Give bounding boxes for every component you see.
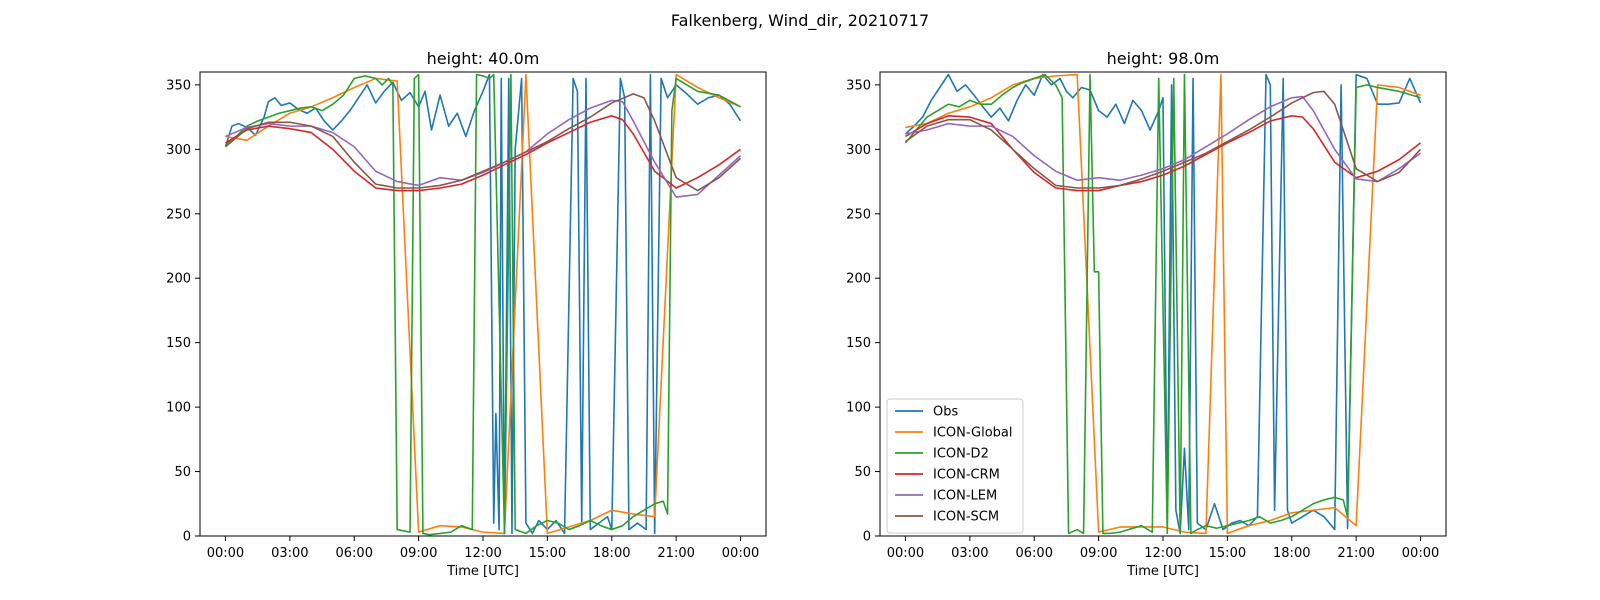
- y-tick-label: 350: [846, 78, 871, 93]
- subplot-title: height: 98.0m: [1107, 49, 1220, 68]
- x-tick-label: 00:00: [887, 546, 924, 561]
- x-tick-label: 21:00: [657, 546, 694, 561]
- x-tick-label: 09:00: [1080, 546, 1117, 561]
- legend: Obs ICON-Global ICON-D2 ICON-CRM ICON-LEM ICO…: [886, 398, 1024, 534]
- x-tick-label: 03:00: [271, 546, 308, 561]
- x-tick-label: 18:00: [593, 546, 630, 561]
- legend-entry: ICON-CRM: [933, 468, 1000, 483]
- x-tick-label: 09:00: [400, 546, 437, 561]
- y-tick-label: 100: [166, 401, 191, 416]
- x-axis-label: Time [UTC]: [446, 564, 519, 579]
- y-tick-label: 0: [863, 530, 871, 545]
- subplot-title: height: 40.0m: [427, 49, 540, 68]
- x-tick-label: 12:00: [1144, 546, 1181, 561]
- legend-entry: ICON-Global: [933, 426, 1013, 441]
- x-tick-label: 00:00: [722, 546, 759, 561]
- y-tick-label: 250: [166, 207, 191, 222]
- series-group: [904, 73, 1422, 535]
- y-tick-label: 300: [846, 143, 871, 158]
- legend-entry: ICON-SCM: [933, 510, 999, 525]
- subplot-2: 0 50 100 150 200 250 300 350 00:00 03:00 06:00 09:0…: [846, 49, 1447, 579]
- series-group: [224, 73, 742, 536]
- legend-entry: ICON-D2: [933, 447, 989, 462]
- series-line-icon-crm: [225, 115, 741, 192]
- series-line-icon-d2: [904, 73, 1421, 535]
- y-tick-label: 350: [166, 78, 191, 93]
- x-tick-label: 12:00: [464, 546, 501, 561]
- subplot-1: 0 50 100 150 200 250 300 350 00:00 03:00 06:00 09:0…: [166, 49, 767, 579]
- x-tick-label: 03:00: [951, 546, 988, 561]
- legend-entry: ICON-LEM: [933, 489, 997, 504]
- x-tick-label: 00:00: [207, 546, 244, 561]
- y-tick-label: 200: [166, 272, 191, 287]
- legend-entry: Obs: [933, 405, 958, 420]
- series-line-obs: [904, 73, 1422, 535]
- series-line-icon-scm: [224, 93, 742, 192]
- series-line-icon-d2: [224, 73, 741, 536]
- x-tick-label: 18:00: [1273, 546, 1310, 561]
- y-tick-label: 0: [183, 530, 191, 545]
- axes-frame: [199, 71, 767, 537]
- series-line-icon-scm: [905, 90, 1422, 189]
- y-tick-label: 50: [854, 465, 871, 480]
- series-line-icon-lem: [225, 99, 742, 198]
- figure-suptitle: Falkenberg, Wind_dir, 20210717: [671, 11, 929, 31]
- y-tick-label: 150: [846, 336, 871, 351]
- y-tick-label: 150: [166, 336, 191, 351]
- x-tick-label: 15:00: [1209, 546, 1246, 561]
- series-line-icon-global: [905, 73, 1421, 535]
- y-tick-label: 50: [174, 465, 191, 480]
- x-tick-label: 15:00: [529, 546, 566, 561]
- x-axis-label: Time [UTC]: [1126, 564, 1199, 579]
- x-tick-label: 06:00: [1016, 546, 1053, 561]
- x-tick-label: 06:00: [336, 546, 373, 561]
- x-tick-label: 21:00: [1337, 546, 1374, 561]
- y-tick-label: 300: [166, 143, 191, 158]
- x-tick-label: 00:00: [1402, 546, 1439, 561]
- y-tick-label: 100: [846, 401, 871, 416]
- series-line-icon-lem: [905, 95, 1421, 183]
- y-tick-label: 250: [846, 207, 871, 222]
- y-tick-label: 200: [846, 272, 871, 287]
